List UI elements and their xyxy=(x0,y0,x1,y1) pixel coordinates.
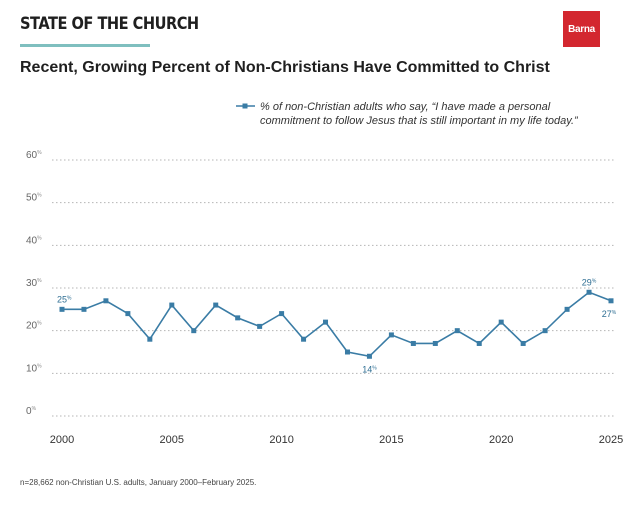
data-point-2008 xyxy=(235,315,241,321)
y-tick-label-30: 30% xyxy=(26,278,42,289)
data-point-2009 xyxy=(257,323,263,329)
y-tick-label-10: 10% xyxy=(26,363,42,374)
data-point-2025 xyxy=(608,298,614,304)
data-point-2012 xyxy=(323,319,329,325)
data-point-2017 xyxy=(432,340,438,346)
y-tick-suffix: % xyxy=(37,235,42,241)
data-label-2025: 27% xyxy=(602,309,617,319)
y-tick-suffix: % xyxy=(37,193,42,199)
data-point-2023 xyxy=(564,306,570,312)
data-label-suffix: % xyxy=(372,365,377,371)
data-label-suffix: % xyxy=(67,295,72,301)
grid-lines xyxy=(52,159,614,417)
y-tick-suffix: % xyxy=(37,321,42,327)
legend-marker xyxy=(242,103,248,109)
series-line xyxy=(62,291,612,358)
legend-text-line-2: commitment to follow Jesus that is still… xyxy=(260,115,579,127)
x-tick-label-2020: 2020 xyxy=(489,434,513,446)
data-point-2005 xyxy=(169,302,175,308)
data-label-suffix: % xyxy=(612,310,617,316)
y-tick-label-20: 20% xyxy=(26,321,42,332)
data-point-2002 xyxy=(103,298,109,304)
data-points xyxy=(59,289,614,359)
y-axis-ticks: 0% 10% 20% 30% 40% 50% 60% xyxy=(26,150,42,417)
data-point-2015 xyxy=(388,332,394,338)
data-point-2020 xyxy=(498,319,504,325)
y-tick-suffix: % xyxy=(37,278,42,284)
data-point-2001 xyxy=(81,306,87,312)
y-tick-label-0: 0% xyxy=(26,406,37,417)
y-tick-label-40: 40% xyxy=(26,235,42,246)
y-tick-label-60: 60% xyxy=(26,150,42,161)
data-point-2000 xyxy=(59,306,65,312)
x-tick-label-2025: 2025 xyxy=(599,434,623,446)
chart-title: Recent, Growing Percent of Non-Christian… xyxy=(20,59,550,76)
data-point-2011 xyxy=(301,336,307,342)
data-point-2010 xyxy=(279,311,285,317)
footnote: n=28,662 non-Christian U.S. adults, Janu… xyxy=(20,478,257,487)
x-tick-label-2000: 2000 xyxy=(50,434,74,446)
legend: % of non-Christian adults who say, “I ha… xyxy=(236,101,579,127)
data-label-suffix: % xyxy=(592,278,597,284)
data-point-2021 xyxy=(520,340,526,346)
legend-text-line-1: % of non-Christian adults who say, “I ha… xyxy=(260,101,551,113)
data-point-2014 xyxy=(366,353,372,359)
data-point-2018 xyxy=(454,328,460,334)
data-label-2024: 29% xyxy=(582,277,597,287)
data-point-2004 xyxy=(147,336,153,342)
barna-logo: Barna xyxy=(563,11,600,47)
x-tick-label-2005: 2005 xyxy=(160,434,184,446)
brand-underline xyxy=(20,44,150,47)
data-point-2007 xyxy=(213,302,219,308)
data-point-2006 xyxy=(191,328,197,334)
x-tick-label-2010: 2010 xyxy=(269,434,293,446)
data-point-2003 xyxy=(125,311,131,317)
y-tick-label-50: 50% xyxy=(26,193,42,204)
data-point-2024 xyxy=(586,289,592,295)
y-tick-suffix: % xyxy=(32,406,37,412)
brand-title: STATE OF THE CHURCH xyxy=(20,14,199,34)
y-tick-suffix: % xyxy=(37,150,42,156)
data-point-2019 xyxy=(476,340,482,346)
data-labels: 25% 14% 29% 27% xyxy=(57,277,617,374)
data-label-2000: 25% xyxy=(57,294,72,304)
data-point-2022 xyxy=(542,328,548,334)
y-tick-suffix: % xyxy=(37,363,42,369)
data-point-2013 xyxy=(344,349,350,355)
data-point-2016 xyxy=(410,340,416,346)
x-axis-ticks: 2000 2005 2010 2015 2020 2025 xyxy=(50,434,623,446)
x-tick-label-2015: 2015 xyxy=(379,434,403,446)
data-label-2014: 14% xyxy=(362,364,377,374)
